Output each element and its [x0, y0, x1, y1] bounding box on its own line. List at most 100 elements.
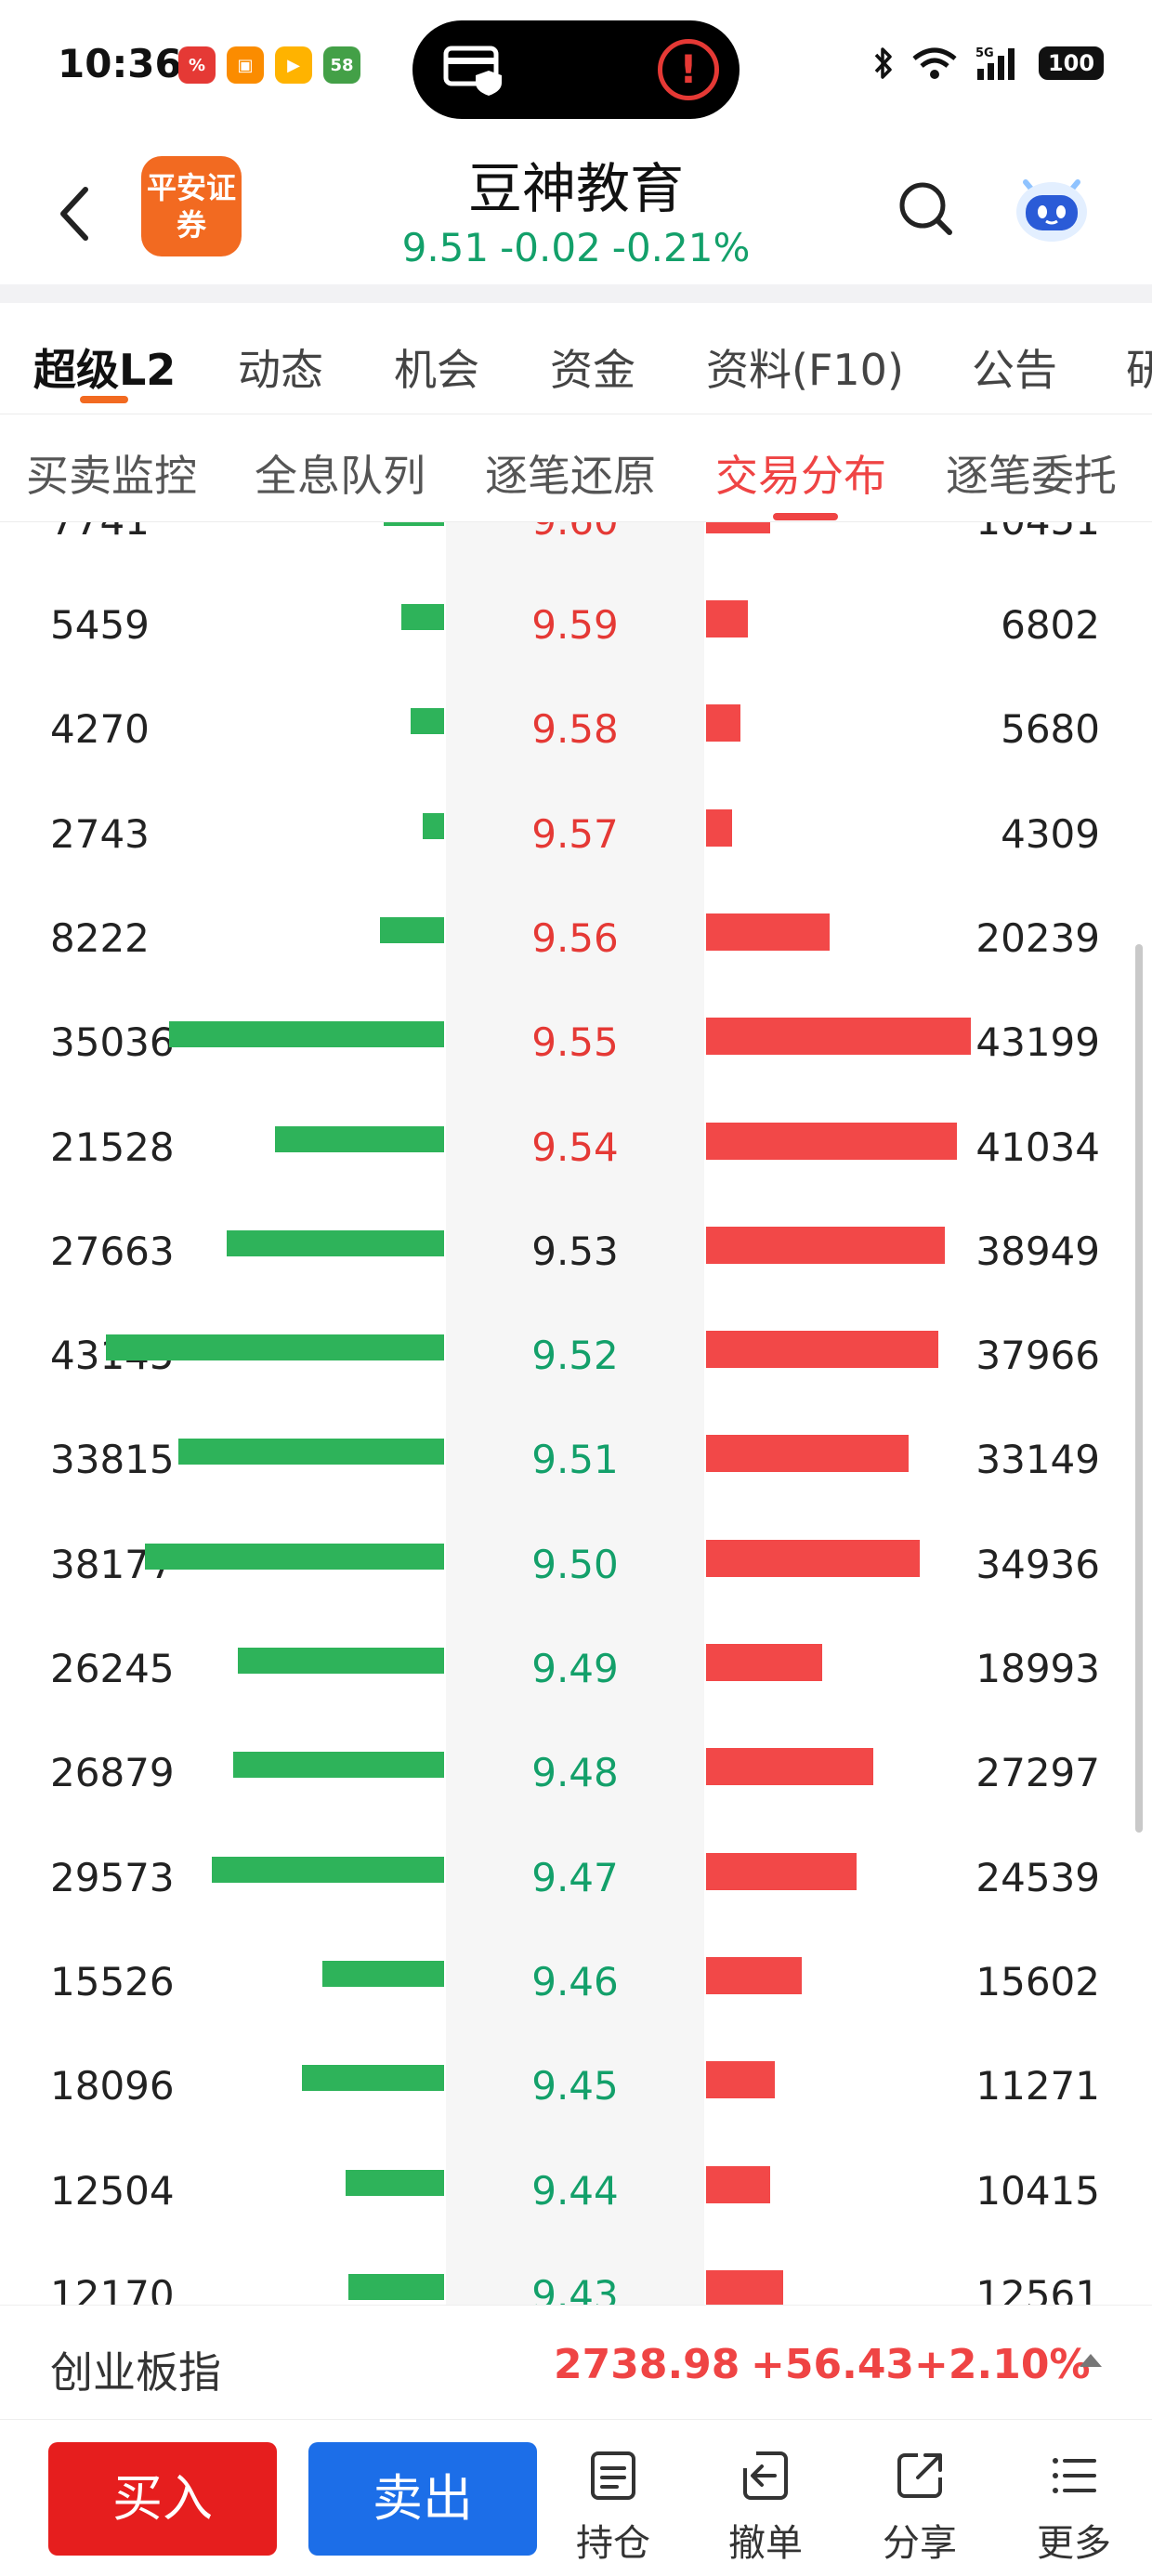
table-row: 35036 9.55 43199	[0, 988, 1152, 1092]
trade-distribution-list[interactable]: 7741 9.60 10451 5459 9.59 6802 4270 9.58 5680 274…	[0, 522, 1152, 2305]
sell-button[interactable]: 卖出	[308, 2442, 537, 2556]
buy-button[interactable]: 买入	[48, 2442, 277, 2556]
table-row: 26879 9.48 27297	[0, 1718, 1152, 1822]
status-bar: 10:36 % ▣ ▶ 58 ! 5G 100	[0, 0, 1152, 139]
subtab-tick-replay[interactable]: 逐笔还原	[485, 451, 656, 501]
system-icons: 5G 100	[873, 45, 1104, 82]
more-label: 更多	[1037, 2522, 1111, 2565]
sell-volume: 12561	[975, 2271, 1100, 2305]
buy-volume: 26879	[50, 1750, 175, 1796]
sell-volume-bar	[706, 1331, 938, 1369]
share-button[interactable]: 分享	[864, 2448, 975, 2567]
status-time: 10:36	[58, 41, 182, 86]
sell-volume-bar	[706, 1748, 873, 1786]
svg-text:5G: 5G	[975, 46, 994, 60]
sub-tabs: 买卖监控 全息队列 逐笔还原 交易分布 逐笔委托	[0, 414, 1152, 522]
table-row: 5459 9.59 6802	[0, 571, 1152, 675]
sell-volume-bar	[706, 913, 830, 951]
price-level: 9.60	[446, 522, 704, 544]
sell-volume-bar	[706, 2061, 775, 2099]
buy-volume-bar	[302, 2065, 444, 2092]
cancel-order-icon	[743, 2451, 788, 2500]
tab-super-l2[interactable]: 超级L2	[33, 345, 177, 395]
buy-volume: 7741	[50, 522, 150, 544]
share-icon	[897, 2453, 942, 2498]
table-row: 18096 9.45 11271	[0, 2031, 1152, 2136]
sell-volume: 5680	[1001, 706, 1100, 753]
table-row: 12504 9.44 10415	[0, 2136, 1152, 2241]
price-level: 9.57	[531, 810, 619, 857]
sell-volume-bar	[706, 2269, 783, 2305]
robot-assistant-icon[interactable]	[1009, 165, 1094, 249]
price-level: 9.48	[531, 1750, 619, 1796]
buy-volume: 29573	[50, 1854, 175, 1900]
expand-caret-icon[interactable]	[1080, 2354, 1102, 2367]
sell-volume-bar	[706, 808, 732, 847]
app-red-icon: %	[178, 46, 216, 84]
subtab-tick-orders[interactable]: 逐笔委托	[946, 451, 1117, 501]
holdings-button[interactable]: 持仓	[557, 2448, 669, 2567]
stock-change: -0.02	[500, 225, 601, 270]
index-ticker-bar[interactable]: 创业板指 2738.98 +56.43 +2.10%	[0, 2305, 1152, 2420]
tab-funds[interactable]: 资金	[550, 345, 635, 395]
back-arrow-icon[interactable]	[48, 177, 104, 251]
buy-volume-bar	[169, 1021, 444, 1048]
tab-opportunity[interactable]: 机会	[394, 345, 479, 395]
scrollbar[interactable]	[1135, 944, 1143, 1833]
buy-volume: 21528	[50, 1124, 175, 1170]
price-level: 9.56	[531, 914, 619, 961]
sell-volume: 38949	[975, 1228, 1100, 1274]
broker-logo[interactable]: 平安证券	[141, 156, 242, 256]
buy-volume-bar	[145, 1543, 444, 1570]
subtab-full-queue[interactable]: 全息队列	[255, 451, 425, 501]
cancel-order-button[interactable]: 撤单	[710, 2448, 821, 2567]
table-row: 26245 9.49 18993	[0, 1614, 1152, 1718]
price-level: 9.52	[531, 1333, 619, 1379]
search-icon[interactable]	[894, 177, 959, 242]
buy-volume: 2743	[50, 810, 150, 857]
buy-volume: 12504	[50, 2167, 175, 2214]
buy-volume: 26245	[50, 1646, 175, 1691]
tab-research[interactable]: 研	[1126, 336, 1152, 398]
subtab-trade-monitor[interactable]: 买卖监控	[26, 451, 197, 501]
index-value: 2738.98	[554, 2341, 740, 2388]
buy-volume: 8222	[50, 914, 150, 961]
main-tabs: 超级L2 动态 机会 资金 资料(F10) 公告 研	[0, 303, 1152, 414]
buy-volume-bar	[423, 812, 444, 839]
dynamic-island[interactable]: !	[412, 20, 740, 119]
sell-volume: 6802	[1001, 602, 1100, 648]
price-level: 9.51	[531, 1437, 619, 1483]
more-button[interactable]: 更多	[1018, 2448, 1130, 2567]
table-row: 27663 9.53 38949	[0, 1197, 1152, 1301]
tab-announcements[interactable]: 公告	[972, 345, 1057, 395]
buy-volume-bar	[384, 522, 444, 526]
subtab-trade-distribution[interactable]: 交易分布	[715, 451, 886, 501]
buy-volume: 4270	[50, 706, 150, 753]
tab-f10[interactable]: 资料(F10)	[706, 345, 904, 395]
sell-volume-bar	[706, 1435, 909, 1473]
share-label: 分享	[883, 2522, 957, 2565]
sell-volume-bar	[706, 1018, 971, 1056]
price-level: 9.55	[531, 1019, 619, 1066]
table-row: 29573 9.47 24539	[0, 1823, 1152, 1927]
alert-icon: !	[658, 39, 719, 100]
sell-volume: 10451	[975, 522, 1100, 544]
price-level: 9.44	[531, 2167, 619, 2214]
sell-volume: 41034	[975, 1124, 1100, 1170]
buy-volume: 33815	[50, 1437, 175, 1483]
more-icon	[1053, 2458, 1096, 2493]
app-58-icon: 58	[323, 46, 360, 84]
price-level: 9.46	[531, 1958, 619, 2004]
header-divider	[0, 284, 1152, 303]
stock-name: 豆神教育	[467, 157, 684, 220]
price-level: 9.50	[531, 1541, 619, 1587]
app-orange-icon: ▣	[227, 46, 264, 84]
tab-dynamics[interactable]: 动态	[238, 345, 323, 395]
price-level: 9.43	[531, 2271, 619, 2305]
buy-volume-bar	[401, 604, 444, 630]
price-level: 9.49	[531, 1646, 619, 1691]
active-subtab-indicator	[773, 513, 838, 520]
table-row: 2743 9.57 4309	[0, 780, 1152, 884]
app-video-icon: ▶	[275, 46, 312, 84]
